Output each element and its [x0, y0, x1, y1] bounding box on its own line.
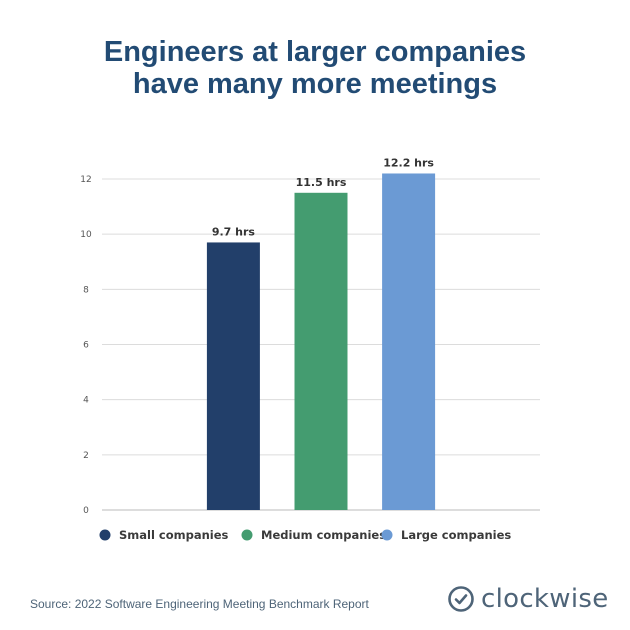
legend-marker — [241, 529, 253, 541]
clock-check-icon — [448, 586, 474, 612]
data-label: 12.2 hrs — [383, 156, 434, 169]
logo-text: clockwise — [481, 584, 609, 614]
legend-marker — [381, 529, 393, 541]
legend-label: Large companies — [401, 528, 511, 542]
y-tick-label: 8 — [83, 285, 89, 295]
data-label: 9.7 hrs — [212, 225, 256, 238]
legend-label: Small companies — [119, 528, 229, 542]
y-tick-label: 2 — [83, 451, 89, 461]
y-tick-label: 6 — [83, 341, 89, 351]
bar-large-companies — [382, 173, 436, 510]
y-tick-label: 0 — [83, 506, 89, 516]
data-label: 11.5 hrs — [296, 176, 347, 189]
y-tick-label: 10 — [80, 230, 92, 240]
legend-label: Medium companies — [261, 528, 386, 542]
y-tick-label: 4 — [83, 396, 89, 406]
bar-small-companies — [206, 242, 260, 511]
legend-marker — [99, 529, 111, 541]
bar-medium-companies — [294, 192, 348, 510]
title-line-1: Engineers at larger companies — [103, 36, 527, 68]
clockwise-logo: clockwise — [447, 584, 609, 614]
y-tick-label: 12 — [80, 175, 91, 185]
bar-chart: 0 2 4 6 8 10 12 9.7 hrs 11.5 hrs 12.2 hrs Small co… — [80, 156, 540, 542]
chart-title: Engineers at larger companies have many … — [0, 36, 630, 100]
title-line-2: have many more meetings — [132, 68, 498, 100]
source-note: Source: 2022 Software Engineering Meetin… — [30, 597, 369, 611]
